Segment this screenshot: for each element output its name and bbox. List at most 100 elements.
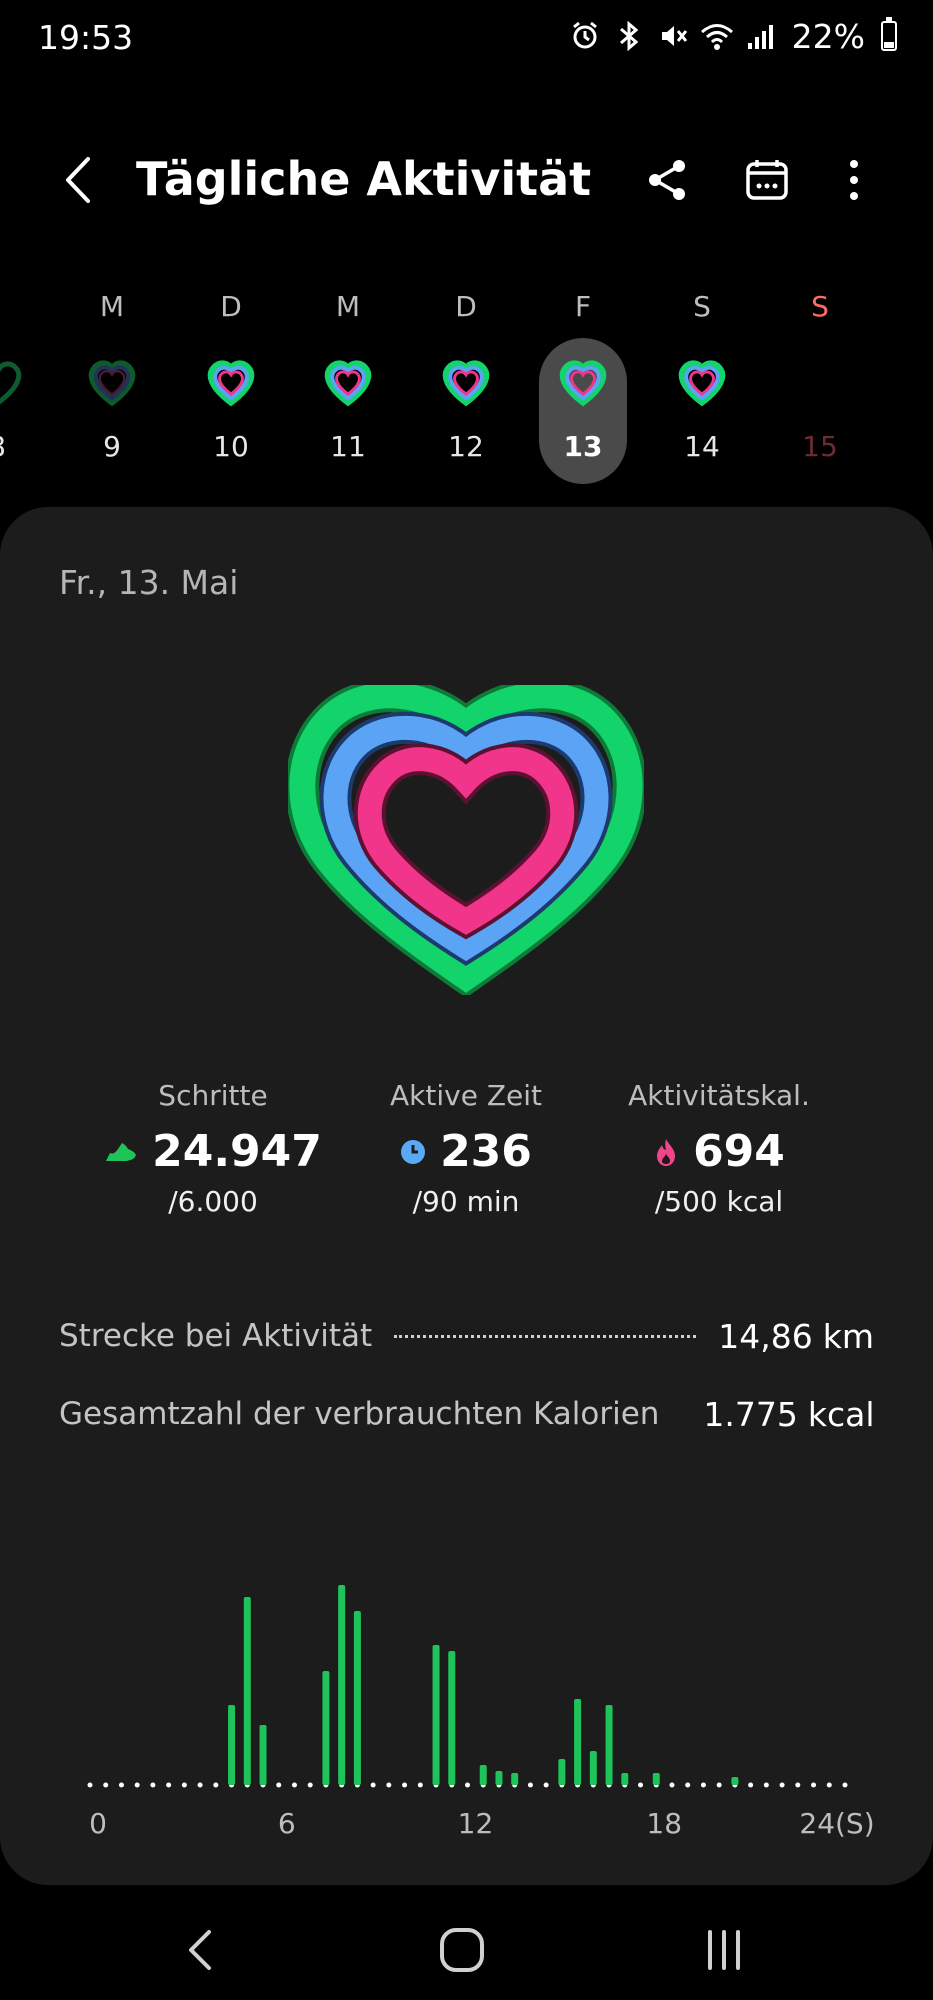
row-label: Strecke bei Aktivität: [59, 1318, 373, 1354]
back-icon: [66, 157, 90, 203]
calendar-button[interactable]: [737, 150, 797, 210]
baseline-dot: [103, 1782, 109, 1788]
flame-icon: [657, 1138, 676, 1166]
total-calories-row: Gesamtzahl der verbrauchten Kalorien 1.7…: [59, 1390, 875, 1438]
baseline-dot: [700, 1782, 706, 1788]
x-tick-label: 18: [646, 1807, 682, 1840]
nav-home-icon: [440, 1928, 484, 1972]
day-14[interactable]: S 14: [658, 280, 746, 490]
baseline-dot: [826, 1782, 832, 1788]
row-unit: kcal: [807, 1394, 875, 1434]
share-button[interactable]: [638, 150, 698, 210]
chart-bar: [574, 1699, 582, 1785]
nav-home-button[interactable]: [422, 1920, 502, 1980]
row-label: Gesamtzahl der verbrauchten Kalorien: [59, 1396, 660, 1432]
day-heart-icon: [324, 360, 372, 407]
day-heart-icon: [442, 360, 490, 407]
stat-goal: /500 kcal: [654, 1185, 784, 1218]
status-icons: 22%: [568, 16, 897, 56]
x-tick-label: 6: [278, 1807, 296, 1840]
chart-bar: [243, 1597, 251, 1785]
day-11[interactable]: M 11: [304, 280, 392, 490]
baseline-dot: [795, 1782, 801, 1788]
alarm-icon: [568, 16, 602, 56]
stat-value: 24.947: [152, 1126, 322, 1177]
x-tick-label: 0: [89, 1807, 107, 1840]
chart-bar: [652, 1773, 660, 1785]
chart-bar: [353, 1611, 361, 1785]
baseline-dot: [213, 1782, 219, 1788]
signal-icon: [744, 16, 778, 56]
row-value: 1.775: [703, 1394, 798, 1434]
day-heart-icon: [207, 360, 255, 407]
baseline-dot: [307, 1782, 313, 1788]
baseline-dot: [716, 1782, 722, 1788]
mute-icon: [656, 16, 690, 56]
status-bar: 19:53 22%: [0, 0, 933, 80]
chart-bar: [479, 1765, 487, 1785]
baseline-dot: [763, 1782, 769, 1788]
more-vert-icon: [850, 160, 858, 200]
day-number: 9: [103, 430, 121, 463]
selected-day-highlight: [539, 338, 627, 484]
baseline-dot: [276, 1782, 282, 1788]
baseline-dot: [465, 1782, 470, 1788]
hourly-activity-chart: 0 6 12 18 24(S): [87, 1585, 875, 1840]
baseline-dot: [370, 1782, 376, 1788]
chart-bar: [589, 1751, 597, 1785]
nav-recents-button[interactable]: [684, 1920, 764, 1980]
more-button[interactable]: [824, 150, 884, 210]
stat-goal: /90 min: [412, 1185, 520, 1218]
day-13[interactable]: F 13: [539, 280, 627, 490]
nav-back-button[interactable]: [160, 1920, 240, 1980]
back-button[interactable]: [50, 150, 110, 210]
day-letter: S: [693, 290, 711, 323]
chart-bar: [605, 1705, 613, 1785]
row-dots: [394, 1334, 697, 1338]
baseline-dot: [685, 1782, 691, 1788]
partial-day-heart-icon: [0, 361, 22, 405]
day-number: 11: [330, 430, 366, 463]
stat-label: Aktive Zeit: [390, 1079, 542, 1112]
stat-value: 236: [440, 1126, 532, 1177]
day-letter: D: [455, 290, 477, 323]
day-number: 15: [802, 430, 838, 463]
calendar-icon: [746, 160, 788, 200]
day-number: 10: [213, 430, 249, 463]
day-number: 12: [448, 430, 484, 463]
card-date: Fr., 13. Mai: [59, 563, 239, 602]
baseline-dot: [417, 1782, 423, 1788]
chart-bar: [621, 1773, 629, 1785]
baseline-dot: [166, 1782, 172, 1788]
day-12[interactable]: D 12: [422, 280, 510, 490]
chart-bar: [322, 1671, 330, 1785]
day-heart-icon: [678, 360, 726, 407]
stat-steps: Schritte 24.947 /6.000: [88, 1079, 338, 1218]
day-heart-icon: [559, 360, 607, 407]
day-letter: D: [220, 290, 242, 323]
distance-row: Strecke bei Aktivität 14,86 km: [59, 1312, 874, 1360]
activity-card: Fr., 13. Mai Schritte 24.947 /6.000 Akti…: [0, 507, 933, 1885]
baseline-dot: [543, 1782, 549, 1788]
chart-bar: [511, 1773, 519, 1785]
baseline-dot: [87, 1782, 93, 1788]
stat-active-calories: Aktivitätskal. 694 /500 kcal: [594, 1079, 844, 1218]
x-tick-label: 24(S): [799, 1807, 874, 1840]
partial-day-number: 8: [0, 430, 6, 463]
baseline-dot: [811, 1782, 817, 1788]
chart-bar: [731, 1777, 739, 1785]
baseline-dot: [118, 1782, 124, 1788]
baseline-dot: [291, 1782, 297, 1788]
row-unit: km: [822, 1316, 874, 1356]
shoe-icon: [106, 1142, 137, 1161]
day-letter: F: [574, 290, 592, 323]
baseline-dot: [527, 1782, 533, 1788]
status-time: 19:53: [38, 18, 134, 57]
day-10[interactable]: D 10: [187, 280, 275, 490]
chart-bar: [558, 1759, 566, 1785]
stat-label: Schritte: [158, 1079, 268, 1112]
battery-icon: [881, 17, 897, 51]
day-letter: M: [99, 290, 125, 323]
